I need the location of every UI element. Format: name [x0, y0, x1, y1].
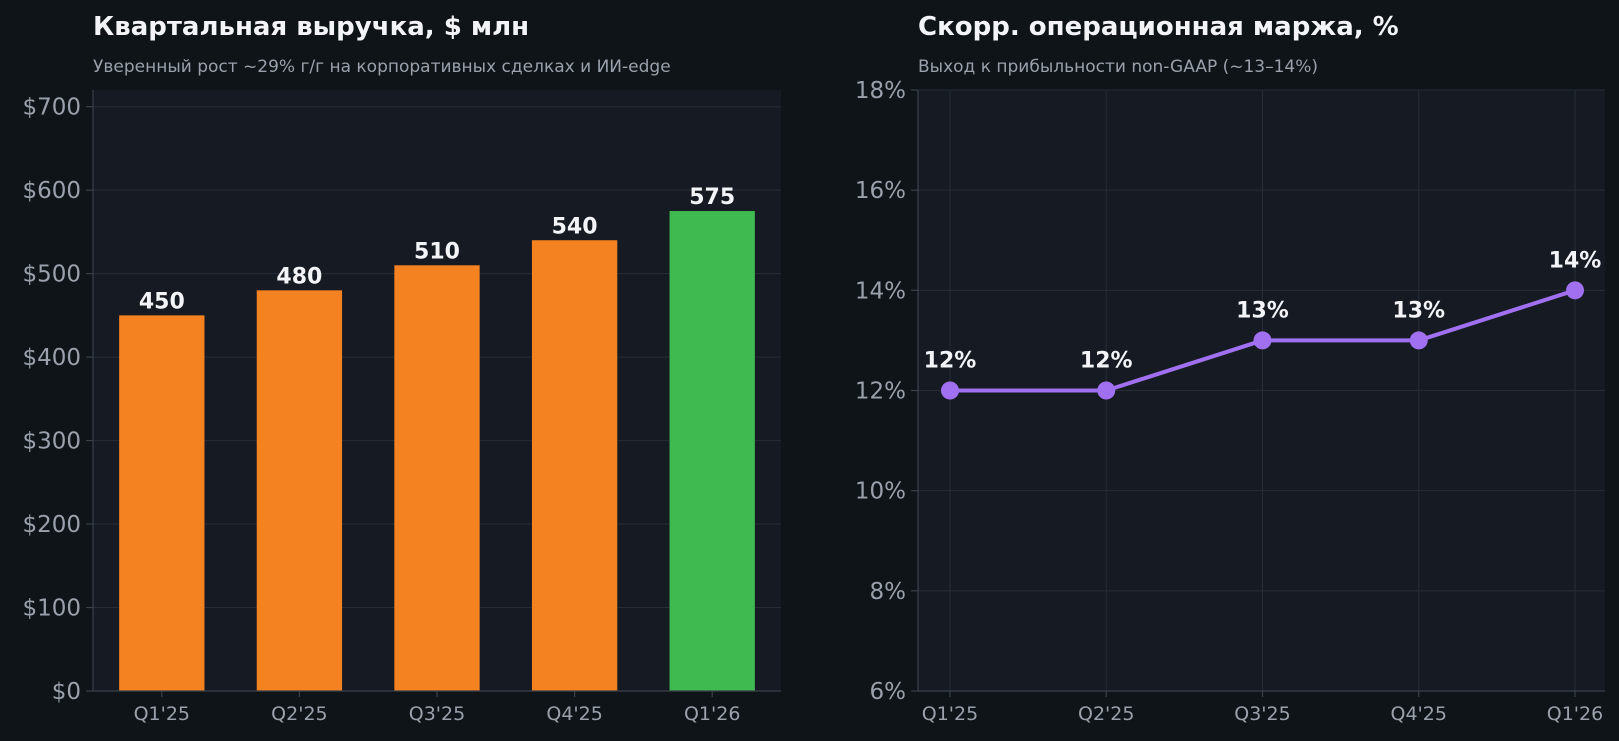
- revenue-x-tick-label: Q2'25: [271, 703, 327, 725]
- margin-x-tick-label: Q2'25: [1078, 703, 1134, 725]
- revenue-data-label: 450: [139, 289, 185, 314]
- revenue-chart: Квартальная выручка, $ млн Уверенный рос…: [22, 12, 781, 725]
- margin-data-label: 13%: [1392, 298, 1445, 323]
- revenue-x-axis: Q1'25 Q2'25 Q3'25 Q4'25 Q1'26: [134, 691, 740, 725]
- margin-data-labels: 12% 12% 13% 13% 14%: [924, 248, 1602, 373]
- margin-x-tick-label: Q1'25: [922, 703, 978, 725]
- margin-chart-subtitle: Выход к прибыльности non-GAAP (~13–14%): [918, 57, 1318, 77]
- revenue-bar: [669, 211, 755, 691]
- revenue-y-tick-label: $500: [22, 262, 81, 288]
- margin-x-axis: Q1'25 Q2'25 Q3'25 Q4'25 Q1'26: [922, 691, 1603, 725]
- revenue-bar: [119, 315, 205, 691]
- revenue-y-tick-label: $0: [52, 679, 81, 705]
- margin-x-tick-label: Q4'25: [1391, 703, 1447, 725]
- revenue-data-label: 575: [689, 185, 735, 210]
- margin-data-label: 14%: [1549, 248, 1602, 273]
- margin-chart-title: Скорр. операционная маржа, %: [918, 12, 1399, 42]
- revenue-x-tick-label: Q1'26: [684, 703, 740, 725]
- margin-data-label: 12%: [1080, 349, 1133, 374]
- margin-data-label: 13%: [1236, 298, 1289, 323]
- revenue-x-tick-label: Q4'25: [546, 703, 602, 725]
- margin-point: [1097, 381, 1116, 400]
- margin-point: [1253, 331, 1272, 350]
- revenue-x-tick-label: Q1'25: [134, 703, 190, 725]
- revenue-y-tick-label: $700: [22, 95, 81, 121]
- revenue-y-tick-label: $600: [22, 178, 81, 204]
- margin-y-tick-label: 16%: [855, 178, 906, 204]
- margin-y-tick-label: 6%: [870, 679, 907, 705]
- margin-point: [941, 381, 959, 400]
- revenue-bar: [531, 240, 618, 691]
- revenue-data-labels: 450 480 510 540 575: [139, 185, 735, 314]
- margin-y-tick-label: 8%: [870, 579, 907, 605]
- revenue-bars: [119, 211, 755, 691]
- revenue-y-tick-label: $200: [22, 512, 81, 538]
- revenue-y-tick-label: $400: [22, 345, 81, 371]
- revenue-bar: [256, 290, 343, 691]
- margin-x-tick-label: Q3'25: [1234, 703, 1290, 725]
- revenue-data-label: 480: [276, 264, 322, 289]
- margin-y-tick-label: 12%: [855, 379, 906, 405]
- margin-y-axis: 6% 8% 10% 12% 14% 16% 18%: [855, 78, 918, 705]
- margin-y-tick-label: 18%: [855, 78, 906, 104]
- margin-point: [1566, 281, 1584, 300]
- margin-y-tick-label: 14%: [855, 278, 906, 304]
- revenue-chart-title: Квартальная выручка, $ млн: [93, 12, 529, 42]
- revenue-x-tick-label: Q3'25: [409, 703, 465, 725]
- margin-chart: Скорр. операционная маржа, % Выход к при…: [855, 12, 1605, 725]
- revenue-data-label: 510: [414, 239, 460, 264]
- revenue-y-tick-label: $100: [22, 596, 81, 622]
- margin-data-label: 12%: [924, 349, 977, 374]
- margin-series: [941, 281, 1584, 400]
- revenue-bar: [394, 265, 480, 691]
- margin-point: [1409, 331, 1428, 350]
- revenue-y-tick-label: $300: [22, 429, 81, 455]
- revenue-y-axis: $0 $100 $200 $300 $400 $500 $600 $700: [22, 95, 93, 705]
- revenue-chart-subtitle: Уверенный рост ~29% г/г на корпоративных…: [93, 57, 671, 77]
- revenue-data-label: 540: [552, 214, 598, 239]
- margin-x-tick-label: Q1'26: [1547, 703, 1603, 725]
- margin-y-tick-label: 10%: [855, 479, 906, 505]
